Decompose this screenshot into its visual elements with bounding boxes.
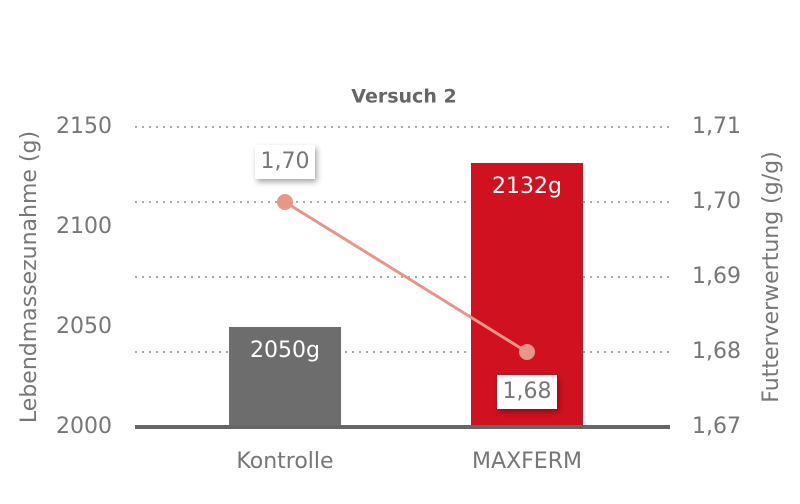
label-box [255,145,315,179]
line [284,200,528,354]
y2-tick-label: 1,70 [692,189,741,214]
bar-value-label: 2132g [492,174,562,199]
bar [229,327,341,427]
line-value-label: 1,68 [503,379,552,404]
line-point [519,344,535,360]
y-tick-label: 2100 [56,214,112,239]
label-box [497,375,557,409]
y-tick-label: 2150 [56,114,112,139]
y2-tick-label: 1,71 [692,114,741,139]
y-tick-label: 2050 [56,314,112,339]
line-value-label: 1,70 [261,149,310,174]
bar-value-label: 2050g [250,338,320,363]
y2-tick-label: 1,67 [692,414,741,439]
y-axis-label: Lebendmassezunahme (g) [17,131,42,423]
x-tick-label: Kontrolle [236,449,333,474]
chart-title: Versuch 2 [351,86,456,108]
y-tick-label: 2000 [56,414,112,439]
y2-tick-label: 1,69 [692,264,741,289]
line-point [277,194,293,210]
x-tick-label: MAXFERM [472,449,582,474]
y2-axis-label: Futterverwertung (g/g) [759,151,784,402]
y2-tick-label: 1,68 [692,339,741,364]
